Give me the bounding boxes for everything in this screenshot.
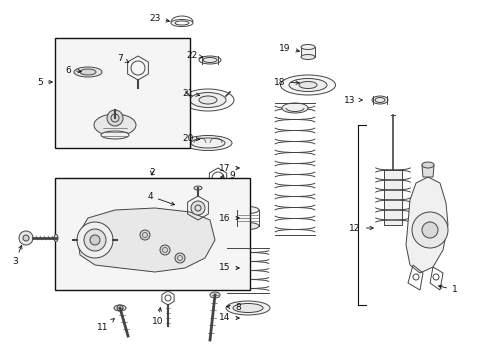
Ellipse shape — [74, 67, 102, 77]
Ellipse shape — [199, 96, 217, 104]
Ellipse shape — [282, 103, 307, 113]
Text: 19: 19 — [279, 44, 299, 53]
Ellipse shape — [199, 56, 221, 64]
Bar — [55, 38, 190, 148]
Ellipse shape — [114, 305, 126, 311]
Polygon shape — [405, 177, 447, 273]
Text: 9: 9 — [220, 171, 234, 180]
Ellipse shape — [237, 222, 259, 230]
Ellipse shape — [301, 54, 314, 59]
Bar — [55, 178, 249, 290]
Text: 16: 16 — [219, 213, 239, 222]
Text: 4: 4 — [147, 192, 174, 205]
Bar — [383, 170, 401, 225]
Ellipse shape — [280, 75, 335, 95]
Ellipse shape — [237, 207, 259, 213]
Circle shape — [90, 235, 100, 245]
Text: 20: 20 — [182, 134, 199, 143]
Text: 3: 3 — [12, 246, 22, 266]
Ellipse shape — [94, 114, 136, 136]
Text: 13: 13 — [344, 95, 362, 104]
Text: 7: 7 — [117, 54, 128, 63]
Ellipse shape — [209, 292, 220, 298]
Circle shape — [84, 229, 106, 251]
Ellipse shape — [203, 58, 217, 63]
Text: 12: 12 — [348, 224, 372, 233]
Circle shape — [411, 212, 447, 248]
Text: 15: 15 — [219, 264, 239, 273]
Ellipse shape — [374, 98, 384, 103]
Ellipse shape — [371, 96, 387, 104]
Circle shape — [160, 245, 170, 255]
Ellipse shape — [190, 93, 225, 108]
Text: 21: 21 — [182, 89, 199, 98]
Text: 17: 17 — [219, 163, 239, 172]
Circle shape — [19, 231, 33, 245]
Ellipse shape — [421, 162, 433, 168]
Polygon shape — [421, 165, 433, 177]
Circle shape — [140, 230, 150, 240]
Text: 2: 2 — [149, 167, 155, 176]
Circle shape — [23, 235, 29, 241]
Text: 8: 8 — [226, 303, 241, 312]
Ellipse shape — [232, 303, 263, 312]
Circle shape — [107, 110, 123, 126]
Ellipse shape — [54, 234, 58, 242]
Ellipse shape — [183, 135, 231, 150]
Ellipse shape — [288, 78, 326, 91]
Text: 22: 22 — [186, 50, 203, 59]
Ellipse shape — [225, 301, 269, 315]
Ellipse shape — [80, 69, 96, 75]
Text: 14: 14 — [219, 314, 239, 323]
Polygon shape — [78, 208, 215, 272]
Text: 18: 18 — [274, 77, 299, 86]
Ellipse shape — [194, 186, 202, 190]
Text: 23: 23 — [149, 14, 169, 23]
Text: 5: 5 — [37, 77, 52, 86]
Ellipse shape — [182, 89, 234, 111]
Ellipse shape — [301, 45, 314, 50]
Circle shape — [191, 201, 204, 215]
Circle shape — [77, 222, 113, 258]
Ellipse shape — [101, 131, 129, 139]
Text: 11: 11 — [97, 319, 114, 333]
Ellipse shape — [298, 81, 316, 89]
Circle shape — [175, 253, 184, 263]
Circle shape — [421, 222, 437, 238]
Text: 10: 10 — [152, 308, 163, 327]
Text: 1: 1 — [438, 285, 457, 294]
Bar — [301, 47, 314, 57]
Text: 6: 6 — [65, 66, 81, 75]
